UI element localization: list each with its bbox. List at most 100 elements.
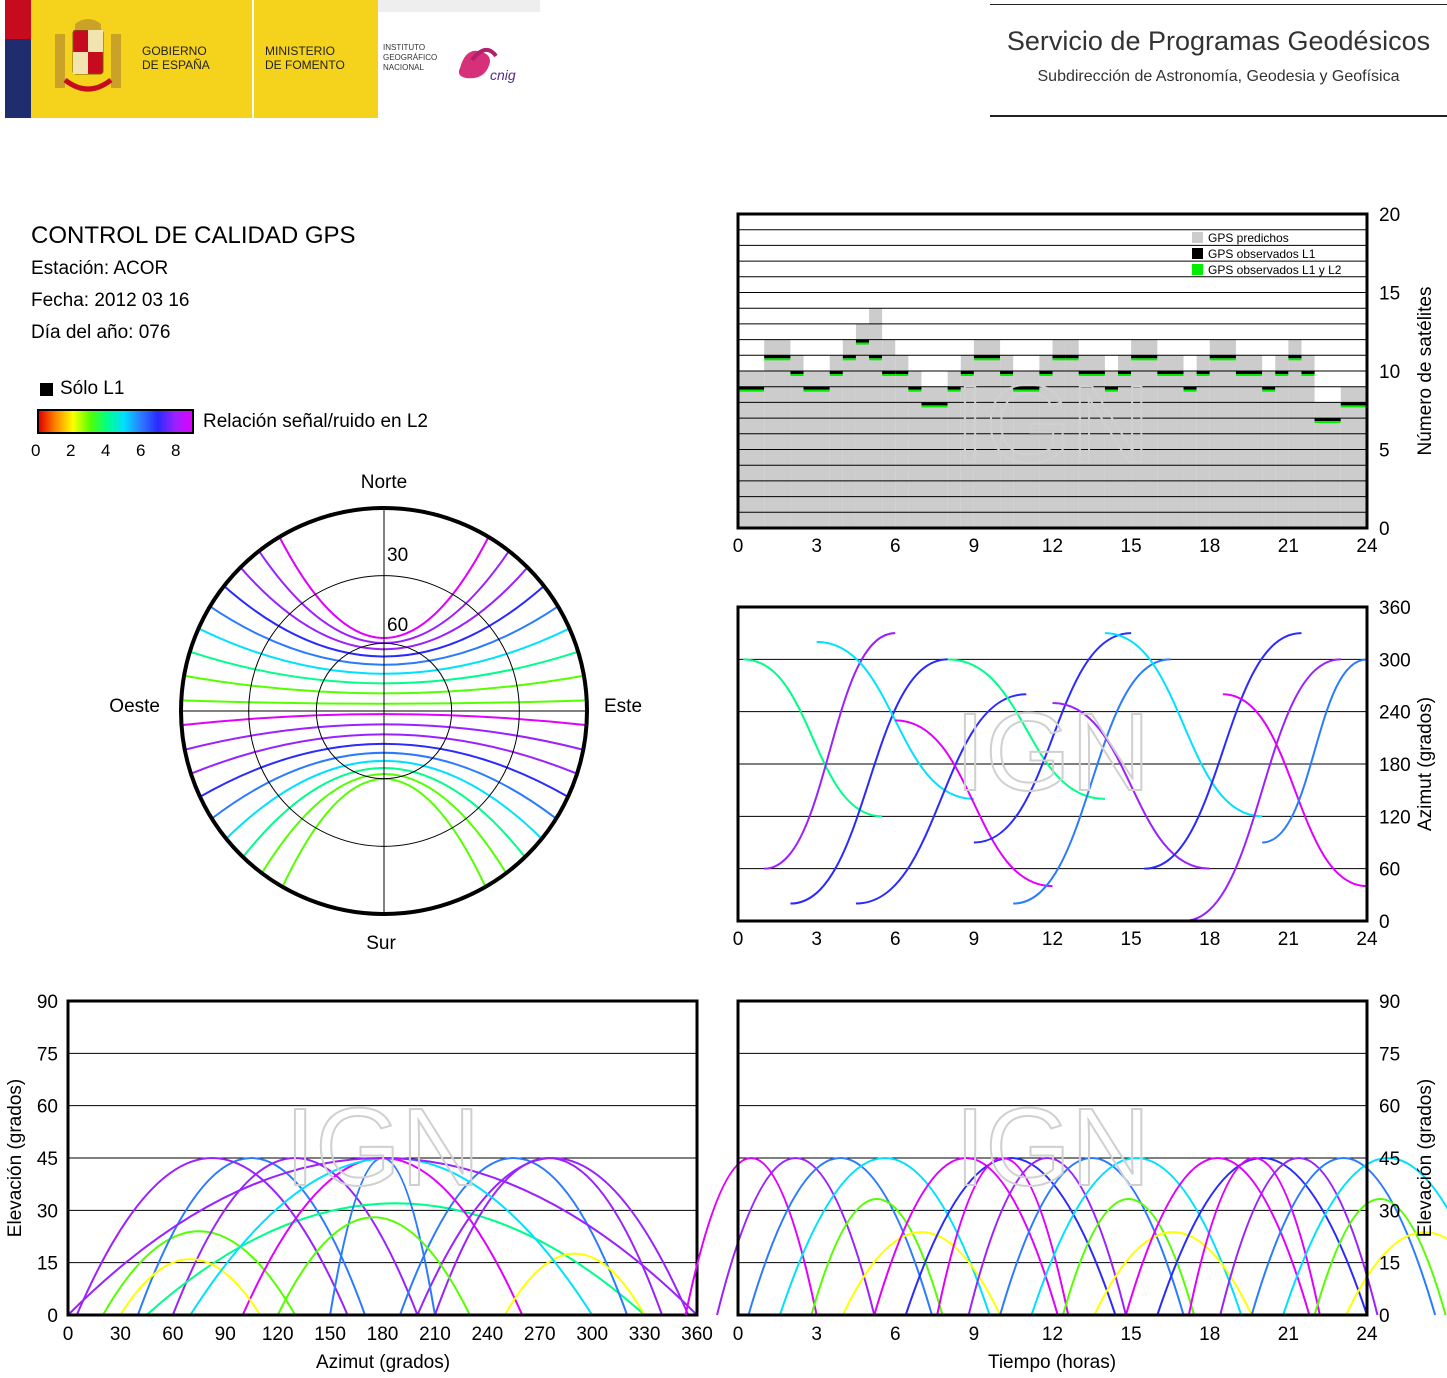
y-axis-label: Elevación (grados) xyxy=(1415,1079,1436,1237)
elevation-arc xyxy=(67,1157,698,1316)
ign-watermark: IGN xyxy=(955,1086,1151,1209)
x-tick-label: 18 xyxy=(1199,1324,1220,1345)
observed-l1l2-mark xyxy=(1078,374,1105,376)
y-tick-label: 0 xyxy=(1379,912,1390,933)
predicted-bar xyxy=(855,323,870,528)
elevation-arc xyxy=(119,1258,262,1316)
y-tick-label: 60 xyxy=(37,1097,58,1118)
azimuth-track xyxy=(743,658,883,818)
x-tick-label: 24 xyxy=(1356,536,1378,557)
observed-l1-mark xyxy=(1052,355,1066,359)
x-tick-label: 360 xyxy=(681,1324,713,1345)
observed-l1-mark xyxy=(895,371,909,374)
x-tick-label: 3 xyxy=(811,536,822,557)
south-label: Sur xyxy=(366,933,396,954)
observed-l1l2-mark xyxy=(1340,405,1367,408)
azimuth-track xyxy=(1262,658,1368,844)
observed-l1-mark xyxy=(960,371,974,374)
azimuth-track xyxy=(1104,632,1263,818)
x-tick-label: 210 xyxy=(419,1324,451,1345)
observed-l1l2-mark xyxy=(1013,389,1040,392)
observed-l1l2-mark xyxy=(764,358,791,361)
predicted-bar xyxy=(1301,355,1315,528)
azimuth-track xyxy=(1222,693,1368,888)
elevation-pass xyxy=(999,1157,1185,1316)
elevation-pass xyxy=(810,1198,944,1316)
observed-l1-mark xyxy=(1039,371,1053,374)
y-tick-label: 20 xyxy=(1379,205,1400,226)
x-tick-label: 300 xyxy=(576,1324,608,1345)
predicted-bar xyxy=(1340,386,1367,528)
x-tick-label: 15 xyxy=(1121,1324,1142,1345)
x-tick-label: 150 xyxy=(314,1324,346,1345)
elevation-arc xyxy=(276,1216,471,1316)
y-tick-label: 75 xyxy=(1379,1044,1400,1065)
observed-l1l2-mark xyxy=(947,389,961,392)
observed-l1-mark xyxy=(803,386,830,390)
x-axis-label: Azimut (grados) xyxy=(316,1352,450,1373)
observed-l1-mark xyxy=(882,371,896,374)
observed-l1-mark xyxy=(790,371,804,374)
y-tick-label: 0 xyxy=(1379,1306,1390,1327)
x-tick-label: 18 xyxy=(1199,929,1220,950)
x-tick-label: 18 xyxy=(1199,536,1220,557)
elevation-pass xyxy=(1282,1157,1447,1316)
y-axis-label: Número de satélites xyxy=(1415,287,1436,456)
service-title: Servicio de Programas Geodésicos xyxy=(1006,26,1431,56)
elev-time-frame xyxy=(736,999,1369,1317)
y-tick-label: 360 xyxy=(1379,598,1411,619)
predicted-bar xyxy=(1118,355,1132,528)
predicted-bar xyxy=(1000,355,1014,528)
predicted-bar xyxy=(790,355,804,528)
observed-l1l2-mark xyxy=(829,374,843,376)
snr-label: Relación señal/ruido en L2 xyxy=(203,411,428,432)
observed-l1l2-mark xyxy=(882,374,896,376)
observed-l1-mark xyxy=(1000,371,1014,374)
x-tick-label: 12 xyxy=(1042,1324,1063,1345)
predicted-bar xyxy=(895,355,909,528)
x-axis-label: Tiempo (horas) xyxy=(988,1352,1116,1373)
y-tick-label: 0 xyxy=(1379,519,1390,540)
elevation-arc xyxy=(399,1157,629,1316)
observed-l1-mark xyxy=(1314,418,1341,422)
observed-l1l2-mark xyxy=(973,358,1001,361)
elevation-arc xyxy=(503,1252,646,1316)
observed-l1-mark xyxy=(1209,355,1236,359)
ign-logo-area xyxy=(378,0,540,118)
x-tick-label: 21 xyxy=(1278,929,1299,950)
y-tick-label: 60 xyxy=(1379,1097,1400,1118)
east-label: Este xyxy=(604,696,642,717)
west-label: Oeste xyxy=(109,696,160,717)
satellites-frame xyxy=(736,212,1369,530)
y-tick-label: 10 xyxy=(1379,362,1400,383)
legend-swatch xyxy=(1192,248,1203,259)
observed-l1-mark xyxy=(1301,371,1315,374)
elevation-pass xyxy=(1124,1157,1311,1316)
observed-l1-mark xyxy=(842,355,856,359)
skyplot-border xyxy=(179,506,589,916)
x-tick-label: 12 xyxy=(1042,929,1063,950)
date-label: Fecha: 2012 03 16 xyxy=(31,290,190,311)
l1-only-swatch xyxy=(40,383,53,396)
x-tick-label: 0 xyxy=(63,1324,74,1345)
observed-l1-mark xyxy=(1131,355,1158,359)
observed-l1l2-mark xyxy=(738,389,765,392)
x-tick-label: 30 xyxy=(110,1324,131,1345)
x-tick-label: 0 xyxy=(733,536,744,557)
ign-watermark: IGN xyxy=(285,1086,481,1209)
ign-watermark: IGN xyxy=(955,691,1151,814)
observed-l1l2-mark xyxy=(1183,389,1197,392)
observed-l1l2-mark xyxy=(1262,389,1276,392)
observed-l1-mark xyxy=(1157,371,1184,374)
snr-colorbar xyxy=(37,409,194,434)
header-divider xyxy=(252,0,254,118)
station-label: Estación: ACOR xyxy=(31,258,169,279)
predicted-bar xyxy=(1275,355,1289,528)
x-tick-label: 9 xyxy=(969,536,980,557)
y-tick-label: 15 xyxy=(1379,284,1400,305)
x-tick-label: 12 xyxy=(1042,536,1063,557)
predicted-bar xyxy=(1039,355,1053,528)
observed-l1l2-mark xyxy=(1209,358,1236,361)
snr-tick: 6 xyxy=(136,441,146,460)
